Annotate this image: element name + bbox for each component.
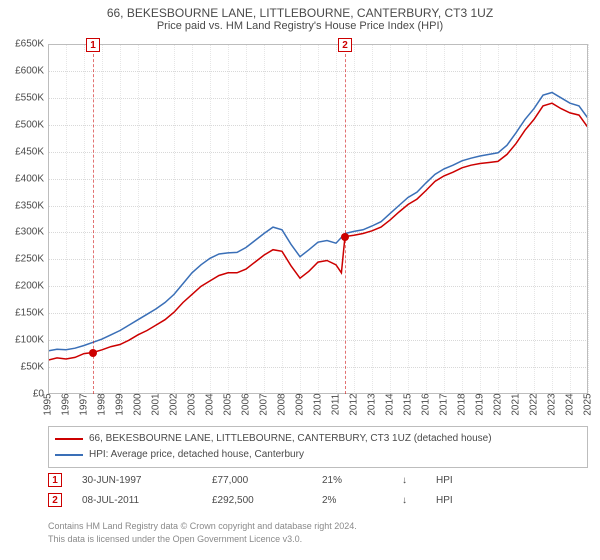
x-tick-label: 2005 — [223, 393, 234, 415]
y-tick-label: £450K — [4, 146, 44, 157]
x-tick-label: 2012 — [349, 393, 360, 415]
sale-date: 30-JUN-1997 — [82, 475, 192, 486]
y-tick-label: £400K — [4, 173, 44, 184]
y-tick-label: £350K — [4, 200, 44, 211]
x-tick-label: 2019 — [475, 393, 486, 415]
x-tick-label: 2013 — [367, 393, 378, 415]
arrow-down-icon: ↓ — [402, 495, 416, 506]
x-tick-label: 2003 — [187, 393, 198, 415]
x-tick-label: 2014 — [385, 393, 396, 415]
y-tick-label: £50K — [4, 362, 44, 373]
x-tick-label: 1998 — [97, 393, 108, 415]
footer-line: Contains HM Land Registry data © Crown c… — [48, 520, 588, 533]
x-tick-label: 2015 — [403, 393, 414, 415]
chart-subtitle: Price paid vs. HM Land Registry's House … — [0, 20, 600, 36]
sale-date: 08-JUL-2011 — [82, 495, 192, 506]
sale-marker-icon: 2 — [48, 493, 62, 507]
attribution-footer: Contains HM Land Registry data © Crown c… — [48, 520, 588, 545]
legend-swatch — [55, 438, 83, 440]
y-tick-label: £100K — [4, 335, 44, 346]
y-tick-label: £600K — [4, 65, 44, 76]
x-tick-label: 2006 — [241, 393, 252, 415]
legend-label: HPI: Average price, detached house, Cant… — [89, 447, 304, 463]
sale-marker-icon: 1 — [48, 473, 62, 487]
marker-dot-icon — [89, 349, 97, 357]
x-tick-label: 2000 — [133, 393, 144, 415]
x-tick-label: 1999 — [115, 393, 126, 415]
chart-container: 66, BEKESBOURNE LANE, LITTLEBOURNE, CANT… — [0, 0, 600, 560]
y-tick-label: £500K — [4, 119, 44, 130]
marker-dot-icon — [341, 233, 349, 241]
x-tick-label: 2025 — [583, 393, 594, 415]
sale-row: 2 08-JUL-2011 £292,500 2% ↓ HPI — [48, 490, 588, 510]
y-tick-label: £550K — [4, 92, 44, 103]
y-tick-label: £650K — [4, 39, 44, 50]
sale-price: £292,500 — [212, 495, 302, 506]
x-tick-label: 2011 — [331, 394, 342, 416]
marker-vline — [93, 44, 94, 394]
x-tick-label: 2022 — [529, 393, 540, 415]
x-tick-label: 2008 — [277, 393, 288, 415]
legend-label: 66, BEKESBOURNE LANE, LITTLEBOURNE, CANT… — [89, 431, 492, 447]
sale-row: 1 30-JUN-1997 £77,000 21% ↓ HPI — [48, 470, 588, 490]
y-tick-label: £200K — [4, 281, 44, 292]
x-tick-label: 1996 — [61, 393, 72, 415]
x-tick-label: 2023 — [547, 393, 558, 415]
sale-pct-diff: 21% — [322, 475, 382, 486]
y-tick-label: £150K — [4, 308, 44, 319]
x-tick-label: 1997 — [79, 393, 90, 415]
x-tick-label: 2002 — [169, 393, 180, 415]
x-tick-label: 2010 — [313, 393, 324, 415]
legend-swatch — [55, 454, 83, 456]
sales-table: 1 30-JUN-1997 £77,000 21% ↓ HPI 2 08-JUL… — [48, 470, 588, 510]
sale-price: £77,000 — [212, 475, 302, 486]
sale-pct-diff: 2% — [322, 495, 382, 506]
x-tick-label: 2001 — [151, 393, 162, 415]
sale-compare: HPI — [436, 475, 453, 486]
x-tick-label: 2017 — [439, 393, 450, 415]
x-tick-label: 2018 — [457, 393, 468, 415]
y-tick-label: £0 — [4, 389, 44, 400]
plot-border — [48, 44, 588, 394]
x-tick-label: 2016 — [421, 393, 432, 415]
marker-box-icon: 2 — [338, 38, 352, 52]
sale-compare: HPI — [436, 495, 453, 506]
legend-item: 66, BEKESBOURNE LANE, LITTLEBOURNE, CANT… — [55, 431, 581, 447]
x-tick-label: 1995 — [43, 393, 54, 415]
x-tick-label: 2009 — [295, 393, 306, 415]
x-tick-label: 2004 — [205, 393, 216, 415]
plot-area: £0£50K£100K£150K£200K£250K£300K£350K£400… — [48, 44, 588, 394]
marker-vline — [345, 44, 346, 394]
x-tick-label: 2007 — [259, 393, 270, 415]
y-tick-label: £250K — [4, 254, 44, 265]
series-legend: 66, BEKESBOURNE LANE, LITTLEBOURNE, CANT… — [48, 426, 588, 468]
x-tick-label: 2021 — [511, 393, 522, 415]
chart-title: 66, BEKESBOURNE LANE, LITTLEBOURNE, CANT… — [0, 0, 600, 20]
arrow-down-icon: ↓ — [402, 475, 416, 486]
footer-line: This data is licensed under the Open Gov… — [48, 533, 588, 546]
x-tick-label: 2020 — [493, 393, 504, 415]
marker-box-icon: 1 — [86, 38, 100, 52]
legend-item: HPI: Average price, detached house, Cant… — [55, 447, 581, 463]
y-tick-label: £300K — [4, 227, 44, 238]
x-tick-label: 2024 — [565, 393, 576, 415]
